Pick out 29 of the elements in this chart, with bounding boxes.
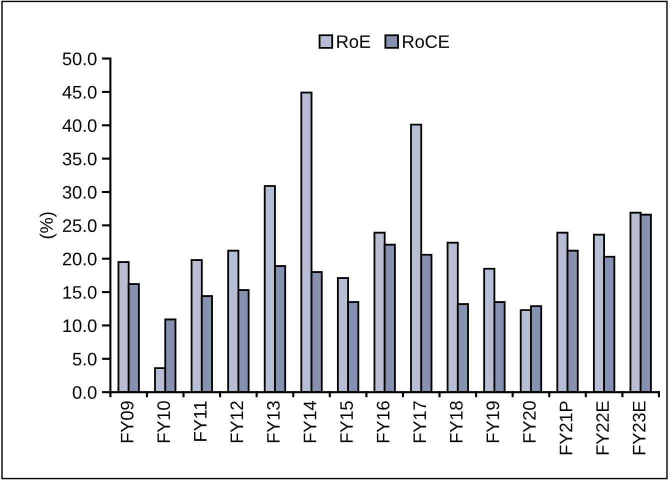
x-tick-label: FY13 [267,401,280,442]
y-tick-label: 45.0 [62,86,96,99]
x-tick-label: FY10 [157,401,170,442]
x-tick-label: FY23E [632,401,646,454]
y-tick-label: 5.0 [72,352,96,366]
x-tick-label: FY12 [230,401,244,442]
x-tick-label: FY20 [523,401,536,442]
y-tick-label: 50.0 [62,52,96,66]
y-axis-title: (%) [40,212,56,238]
y-tick-label: 40.0 [62,119,96,132]
legend-label: RoE [337,35,370,48]
y-tick-label: 20.0 [62,252,96,266]
x-tick-label: FY17 [413,401,426,442]
y-tick-label: 25.0 [62,219,96,232]
x-tick-label: FY09 [120,401,134,442]
x-tick-label: FY18 [450,401,463,442]
x-tick-label: FY22E [596,401,609,454]
x-tick-label: FY21P [560,401,572,454]
x-tick-label: FY19 [486,401,500,442]
x-tick-label: FY14 [304,401,316,442]
x-tick-label: FY11 [194,401,206,441]
y-tick-label: 15.0 [63,286,96,299]
x-tick-label: FY15 [340,401,353,442]
y-tick-label: 35.0 [62,152,96,166]
y-tick-label: 0.0 [72,386,96,399]
x-tick-label: FY16 [376,401,390,442]
y-tick-label: 30.0 [62,186,96,199]
y-tick-label: 10.0 [63,319,96,332]
legend-label: RoCE [403,35,450,48]
